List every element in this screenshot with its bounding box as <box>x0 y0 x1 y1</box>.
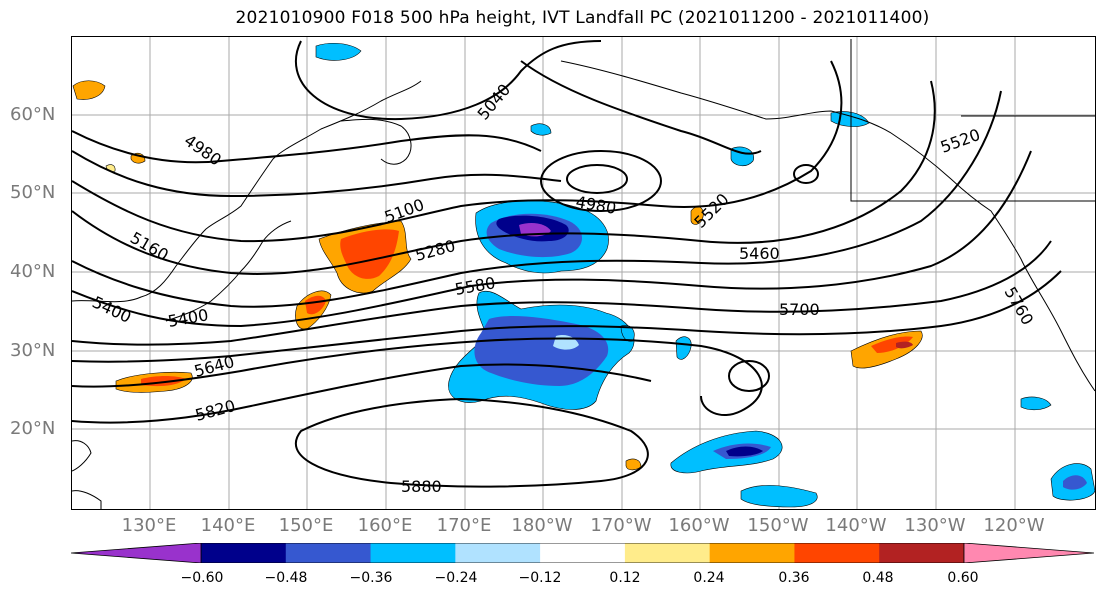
contour-label: 5160 <box>127 228 172 265</box>
colorbar-cell <box>624 543 711 563</box>
lon-label-130w: 130°W <box>904 515 966 536</box>
contour-label: 5760 <box>1001 284 1038 329</box>
colorbar-cell <box>370 543 456 563</box>
lon-label-170e: 170°E <box>436 515 492 536</box>
colorbar-cell <box>201 543 287 563</box>
colorbar-tick: −0.48 <box>264 570 308 586</box>
lat-label-60n: 60°N <box>10 104 56 125</box>
contour-label: 5040 <box>474 80 515 123</box>
colorbar-tick: 0.60 <box>947 570 979 586</box>
colorbar-extend-high <box>963 543 1094 563</box>
colorbar-tick: 0.36 <box>778 570 810 586</box>
lon-label-150e: 150°E <box>278 515 334 536</box>
colorbar-tick: 0.48 <box>862 570 894 586</box>
lon-label-120w: 120°W <box>983 515 1045 536</box>
lat-label-30n: 30°N <box>10 340 56 361</box>
colorbar-cell <box>709 543 795 563</box>
contour-label: 5640 <box>192 352 236 381</box>
contour-label: 5700 <box>779 300 820 319</box>
lon-label-140e: 140°E <box>200 515 256 536</box>
lon-label-160w: 160°W <box>668 515 730 536</box>
lat-label-50n: 50°N <box>10 182 56 203</box>
colorbar-tick: −0.12 <box>518 570 562 586</box>
lon-label-160e: 160°E <box>357 515 413 536</box>
ivt-positive-regions <box>72 80 923 471</box>
contour-label: 5460 <box>739 244 780 263</box>
lon-label-150w: 150°W <box>747 515 809 536</box>
colorbar-tick: 0.12 <box>609 570 641 586</box>
colorbar-tick: −0.60 <box>180 570 224 586</box>
contour-label: 4980 <box>181 131 225 170</box>
colorbar-cell <box>285 543 372 563</box>
contour-label: 5400 <box>166 305 209 331</box>
ivt-negative-regions <box>315 42 1095 508</box>
contour-label: 5820 <box>193 396 237 425</box>
colorbar-tick: 0.24 <box>693 570 725 586</box>
lon-label-170w: 170°W <box>590 515 652 536</box>
colorbar <box>71 543 1094 563</box>
colorbar-extend-low <box>71 543 202 563</box>
colorbar-cell <box>455 543 541 563</box>
contour-label: 5400 <box>89 292 134 326</box>
lat-label-40n: 40°N <box>10 261 56 282</box>
coastlines <box>72 39 1095 509</box>
colorbar-cell <box>540 543 626 563</box>
colorbar-cell <box>879 543 965 563</box>
colorbar-cell <box>794 543 880 563</box>
contour-label: 5880 <box>401 477 442 496</box>
map-panel: 4980 5040 5100 5160 5280 5400 5460 5520 … <box>71 36 1096 510</box>
colorbar-tick: −0.24 <box>434 570 478 586</box>
map-title: 2021010900 F018 500 hPa height, IVT Land… <box>235 8 930 28</box>
lon-label-140w: 140°W <box>825 515 887 536</box>
contour-label: 5280 <box>413 236 457 265</box>
contour-label: 5520 <box>938 125 983 157</box>
height-contours <box>72 40 1062 488</box>
lon-label-130e: 130°E <box>121 515 177 536</box>
contour-label: 5100 <box>382 195 427 227</box>
map-plot: 4980 5040 5100 5160 5280 5400 5460 5520 … <box>72 37 1095 509</box>
contour-label: 5520 <box>690 190 732 232</box>
lon-label-180w: 180°W <box>511 515 573 536</box>
lat-label-20n: 20°N <box>10 418 56 439</box>
colorbar-tick: −0.36 <box>349 570 393 586</box>
colorbar-cells <box>200 543 965 563</box>
